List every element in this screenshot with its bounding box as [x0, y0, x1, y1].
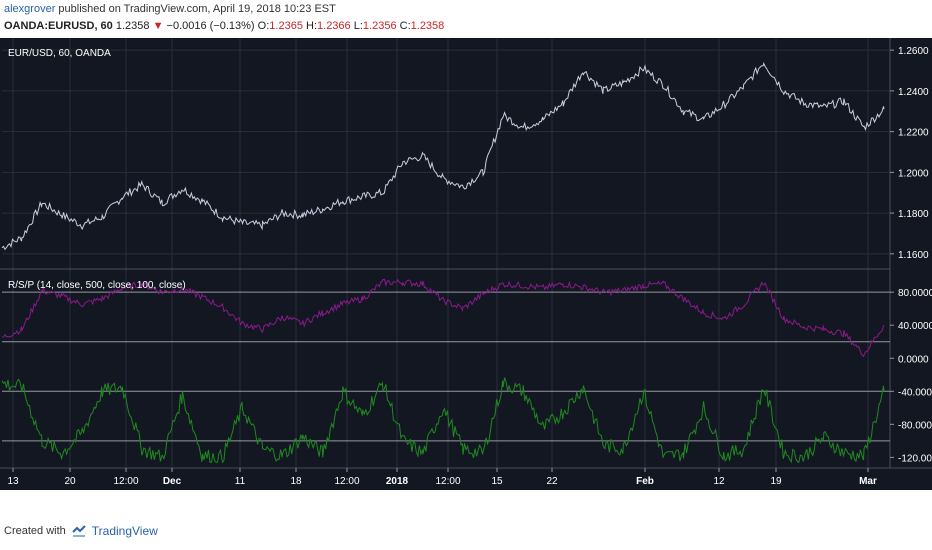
high-value: 1.2366	[317, 20, 351, 32]
open-label: O:	[257, 20, 270, 32]
author-link[interactable]: alexgrover	[4, 3, 56, 15]
x-tick-label: Mar	[859, 476, 877, 487]
y-tick-label-rsp: 40.0000	[898, 321, 932, 332]
x-tick-label: 22	[546, 476, 558, 487]
chart-canvas[interactable]: 1.2600 1.2400 1.2200 1.2000 1.1800 1.1600 EUR/…	[0, 38, 932, 490]
y-tick-label-price: 1.2200	[898, 128, 929, 139]
y-tick-label-price: 1.1600	[898, 250, 929, 261]
tradingview-brand[interactable]: TradingView	[91, 524, 158, 538]
x-tick-label: 15	[491, 476, 503, 487]
chart-background	[0, 38, 932, 490]
x-tick-label: 12:00	[113, 476, 138, 487]
published-text: published on TradingView.com, April 19, …	[58, 3, 336, 15]
x-tick-label: 18	[290, 476, 302, 487]
y-tick-label-rsp: 80.0000	[898, 288, 932, 299]
x-tick-label: 12:00	[435, 476, 460, 487]
y-tick-label-price: 1.2400	[898, 87, 929, 98]
x-tick-label: 12	[713, 476, 725, 487]
down-arrow-icon: ▼	[152, 20, 164, 32]
y-tick-label-rsp: 0.0000	[898, 354, 929, 365]
x-tick-label: 2018	[386, 476, 409, 487]
chart-area[interactable]: 1.2600 1.2400 1.2200 1.2000 1.1800 1.1600 EUR/…	[0, 38, 932, 490]
publish-info: alexgrover published on TradingView.com,…	[4, 3, 336, 15]
last-price: 1.2358	[115, 20, 150, 32]
rsp-series-1-line	[1, 278, 885, 358]
footer: Created with TradingView	[4, 524, 158, 538]
rsp-pane-title: R/S/P (14, close, 500, close, 100, close…	[8, 280, 186, 291]
x-tick-label: 19	[770, 476, 782, 487]
price-series-line	[1, 62, 885, 251]
high-label: H:	[306, 20, 318, 32]
close-value: 1.2358	[410, 20, 445, 32]
y-tick-label-price: 1.2600	[898, 46, 929, 57]
close-label: C:	[399, 20, 411, 32]
x-tick-label: 13	[7, 476, 19, 487]
y-tick-label-price: 1.2000	[898, 168, 929, 179]
price-pane-title: EUR/USD, 60, OANDA	[8, 48, 111, 59]
quote-line: OANDA:EURUSD, 60 1.2358 ▼ −0.0016 (−0.13…	[4, 20, 444, 32]
x-tick-label: 11	[235, 476, 246, 487]
y-tick-label-price: 1.1800	[898, 209, 929, 220]
tradingview-logo-icon	[72, 525, 86, 537]
x-tick-label: 12:00	[334, 476, 359, 487]
open-value: 1.2365	[269, 20, 303, 32]
x-tick-label: Dec	[163, 476, 182, 487]
y-tick-label-rsp: -80.0000	[898, 420, 932, 431]
y-tick-label-rsp: -120.0000	[898, 453, 932, 464]
created-with-label: Created with	[4, 525, 66, 537]
y-tick-label-rsp: -40.0000	[898, 387, 932, 398]
low-label: L:	[353, 20, 363, 32]
change-value: −0.0016 (−0.13%)	[166, 20, 255, 32]
symbol-label: OANDA:EURUSD, 60	[4, 20, 113, 32]
x-tick-label: 20	[64, 476, 76, 487]
low-value: 1.2356	[362, 20, 397, 32]
x-tick-label: Feb	[636, 476, 654, 487]
rsp-series-2-line	[1, 377, 885, 464]
